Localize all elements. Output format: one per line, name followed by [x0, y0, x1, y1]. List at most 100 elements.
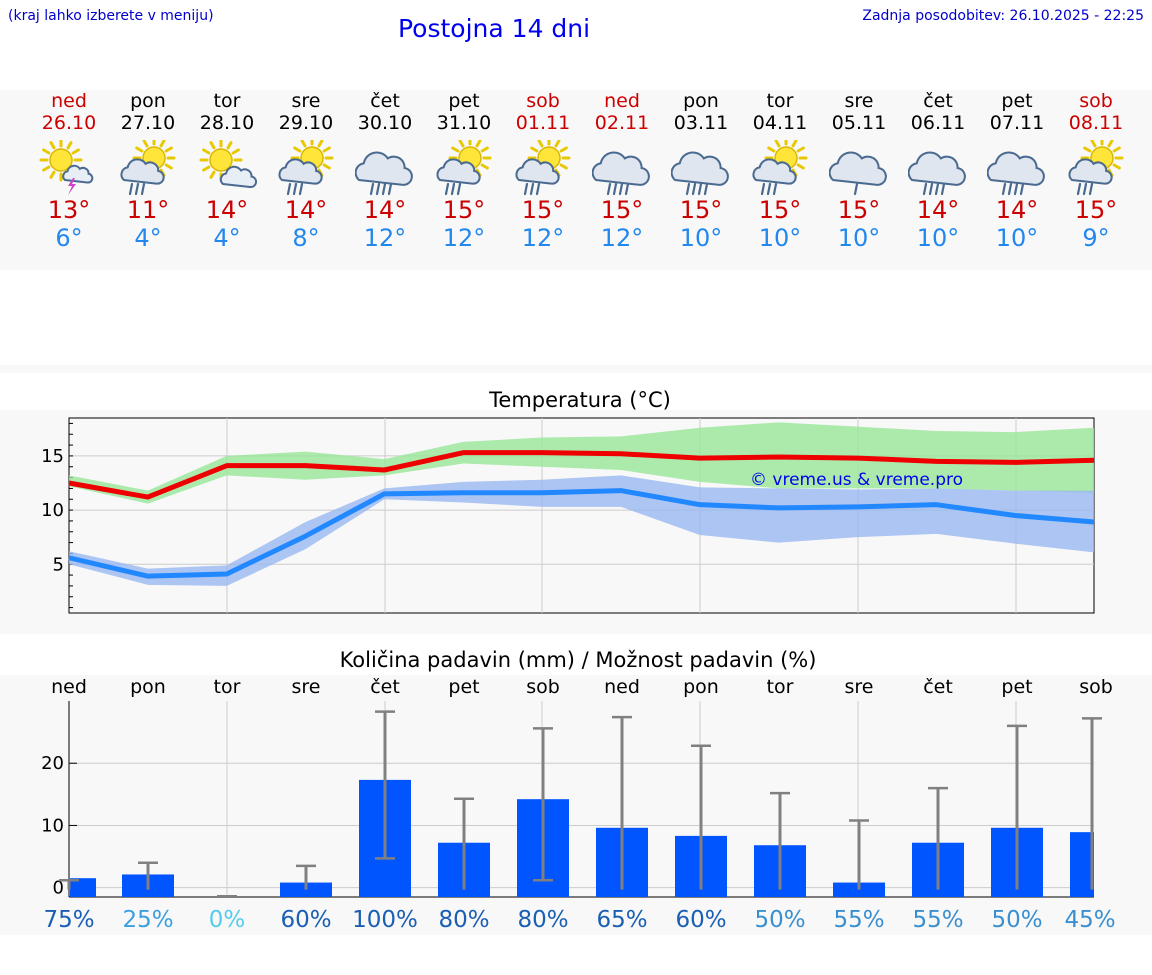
temp-max: 15°: [758, 196, 802, 224]
precip-probability: 75%: [43, 907, 94, 933]
day-column: sob 08.11 15° 9°: [1056, 90, 1136, 252]
day-column: ned 02.11 15° 12°: [582, 90, 662, 252]
day-date: 31.10: [436, 112, 492, 134]
day-date: 04.11: [752, 112, 808, 134]
y-tick-label: 10: [41, 815, 64, 836]
day-date: 28.10: [199, 112, 255, 134]
sun-cloud-rain-icon: [278, 140, 334, 196]
series-band-min: [69, 475, 1094, 586]
precip-chart-title: Količina padavin (mm) / Možnost padavin …: [339, 648, 817, 672]
temp-min: 4°: [134, 224, 162, 252]
y-tick-label: 10: [41, 500, 64, 521]
cloud-light-rain-icon: [829, 151, 887, 196]
day-name: pon: [683, 90, 719, 112]
day-name: pet: [448, 90, 480, 112]
x-category-label: tor: [767, 676, 794, 698]
day-name: sre: [291, 90, 321, 112]
day-column: pon 27.10 11° 4°: [108, 90, 188, 252]
temp-min: 12°: [363, 224, 407, 252]
x-category-label: sob: [1079, 676, 1113, 698]
temp-max: 14°: [205, 196, 249, 224]
day-column: sre 05.11 15° 10°: [819, 90, 899, 252]
divider: [0, 365, 1152, 373]
day-name: ned: [604, 90, 640, 112]
y-tick-label: 15: [41, 446, 64, 467]
day-date: 05.11: [831, 112, 887, 134]
temp-max: 14°: [916, 196, 960, 224]
x-category-label: sre: [292, 676, 321, 698]
x-category-label: ned: [604, 676, 640, 698]
temp-min: 10°: [995, 224, 1039, 252]
bar: [70, 878, 96, 897]
precip-probability: 80%: [438, 907, 489, 933]
y-tick-label: 20: [41, 753, 64, 774]
day-date: 08.11: [1068, 112, 1124, 134]
temp-max: 14°: [363, 196, 407, 224]
temp-min: 10°: [916, 224, 960, 252]
sun-cloud-rain-icon: [752, 140, 808, 196]
day-column: tor 28.10 14° 4°: [187, 90, 267, 252]
day-column: ned 26.10 13° 6°: [29, 90, 109, 252]
temp-max: 14°: [284, 196, 328, 224]
temp-max: 11°: [126, 196, 170, 224]
day-column: sob 01.11 15° 12°: [503, 90, 583, 252]
precip-probability: 65%: [596, 907, 647, 933]
temp-min: 12°: [521, 224, 565, 252]
temp-min: 9°: [1082, 224, 1110, 252]
x-category-label: tor: [214, 676, 241, 698]
page-title: Postojna 14 dni: [398, 14, 591, 43]
x-category-label: ned: [51, 676, 87, 698]
x-category-label: pet: [1001, 676, 1032, 698]
x-category-label: pet: [448, 676, 479, 698]
temp-max: 15°: [1074, 196, 1118, 224]
bar: [833, 882, 885, 897]
day-column: pet 31.10 15° 12°: [424, 90, 504, 252]
temp-max: 14°: [995, 196, 1039, 224]
day-date: 29.10: [278, 112, 334, 134]
cloud-rain-icon: [355, 151, 413, 196]
sun-cloud-rain-icon: [120, 140, 176, 196]
temp-max: 15°: [837, 196, 881, 224]
last-update: Zadnja posodobitev: 26.10.2025 - 22:25: [862, 8, 1144, 24]
temp-min: 6°: [55, 224, 83, 252]
series-line-min: [68, 488, 1095, 579]
sun-cloud-icon: [199, 140, 257, 189]
temp-min: 10°: [758, 224, 802, 252]
day-name: pet: [1001, 90, 1033, 112]
bar: [280, 882, 332, 897]
day-name: tor: [213, 90, 241, 112]
temp-max: 15°: [600, 196, 644, 224]
day-name: tor: [766, 90, 794, 112]
precip-probability: 60%: [280, 907, 331, 933]
precip-probability: 0%: [209, 907, 246, 933]
day-date: 30.10: [357, 112, 413, 134]
temp-min: 12°: [442, 224, 486, 252]
precipitation-chart: 0 10 20 ned 75% pon 25% tor 0% sre 60% čet 100% pet 80…: [41, 676, 1115, 933]
location-hint: (kraj lahko izberete v meniju): [8, 8, 214, 24]
sun-cloud-thunder-icon: [39, 140, 94, 195]
series-band-max: [69, 422, 1094, 504]
day-date: 02.11: [594, 112, 650, 134]
temp-chart-title: Temperatura (°C): [489, 388, 671, 412]
cloud-rain-icon: [987, 151, 1045, 196]
day-name: sob: [526, 90, 560, 112]
day-column: pet 07.11 14° 10°: [977, 90, 1057, 252]
temp-max: 15°: [521, 196, 565, 224]
precip-probability: 50%: [991, 907, 1042, 933]
day-name: ned: [51, 90, 87, 112]
precip-probability: 45%: [1064, 907, 1115, 933]
x-category-label: čet: [370, 676, 400, 698]
cloud-rain-icon: [908, 151, 966, 196]
cloud-rain-icon: [671, 151, 729, 196]
bar: [1070, 832, 1094, 897]
day-date: 03.11: [673, 112, 729, 134]
x-category-label: pon: [683, 676, 719, 698]
temp-max: 15°: [442, 196, 486, 224]
precip-probability: 80%: [517, 907, 568, 933]
y-tick-label: 0: [53, 878, 64, 899]
day-name: čet: [923, 90, 953, 112]
precip-probability: 100%: [352, 907, 418, 933]
day-column: pon 03.11 15° 10°: [661, 90, 741, 252]
cloud-rain-icon: [592, 151, 650, 196]
precip-probability: 55%: [912, 907, 963, 933]
